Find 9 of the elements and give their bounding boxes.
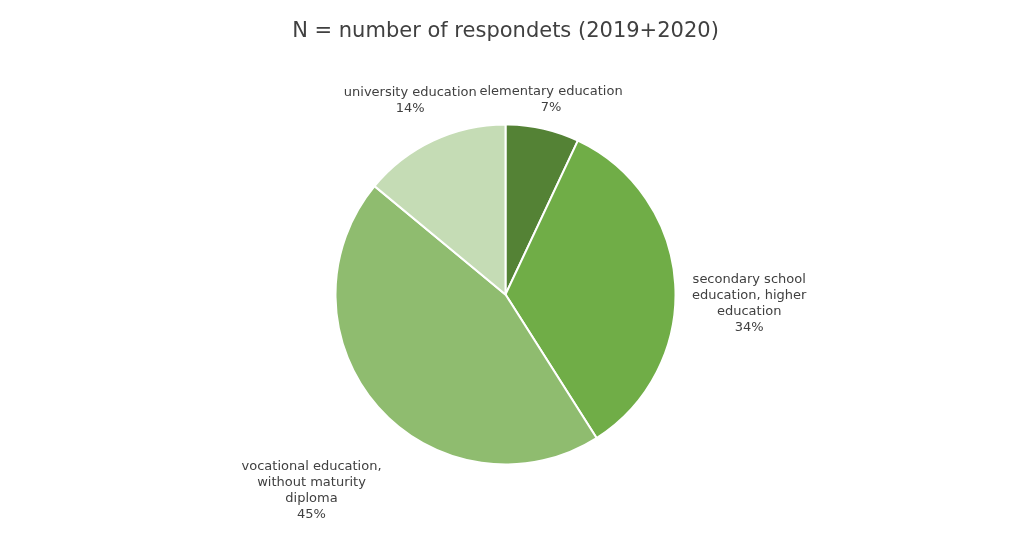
- slice-label: vocational education, without maturity diploma: [241, 457, 382, 505]
- data-label: 34%: [734, 319, 764, 335]
- chart-title: N = number of respondets (2019+2020): [292, 18, 719, 42]
- data-label: 45%: [297, 505, 326, 521]
- slice-label: university education: [343, 84, 477, 100]
- slice-label: secondary school education, higher education: [691, 271, 808, 319]
- slice-label: elementary education: [479, 82, 623, 98]
- data-label: 14%: [395, 100, 425, 116]
- data-label: 7%: [540, 98, 562, 114]
